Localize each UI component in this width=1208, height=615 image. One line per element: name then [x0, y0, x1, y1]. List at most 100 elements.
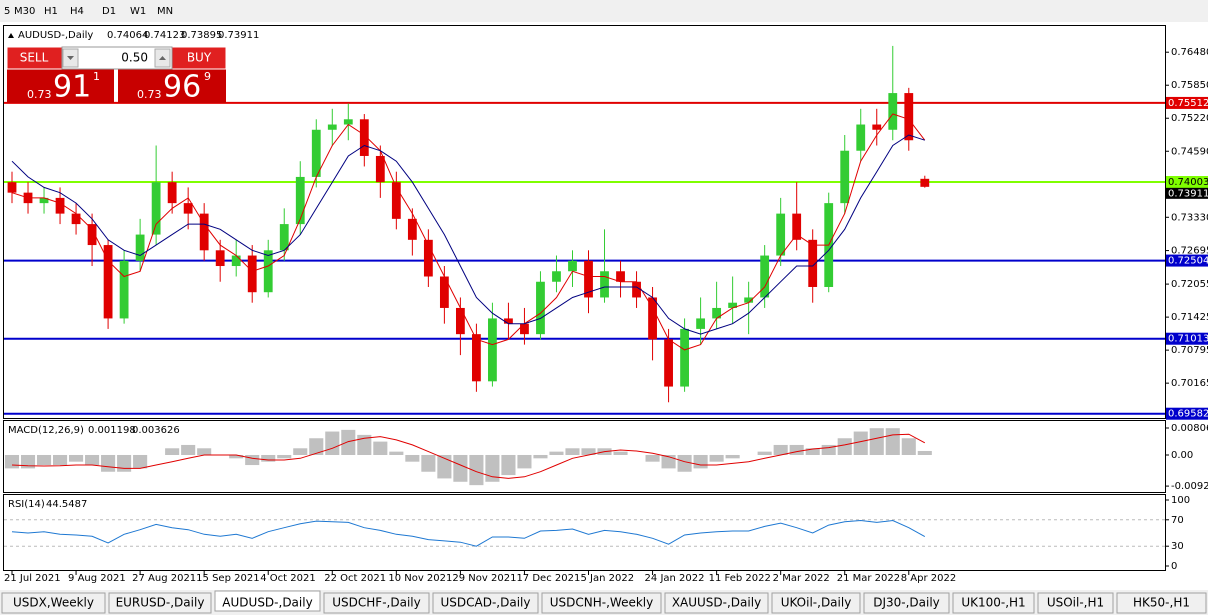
pane-value: 44.5487	[46, 499, 87, 510]
tab-label[interactable]: USDCAD-,Daily	[441, 596, 531, 610]
tab-label[interactable]: UKOil-,Daily	[781, 596, 852, 610]
macd-bar	[885, 428, 900, 455]
tab-label[interactable]: USDCNH-,Weekly	[550, 596, 653, 610]
tab[interactable]	[108, 592, 212, 614]
timeframe-button[interactable]: D1	[102, 6, 116, 17]
candle-body	[472, 334, 481, 382]
tab-label[interactable]: EURUSD-,Daily	[116, 596, 205, 610]
tab-label[interactable]: AUDUSD-,Daily	[222, 596, 312, 610]
candle-body	[439, 276, 449, 308]
candle-body	[904, 93, 914, 141]
candle-body	[744, 297, 754, 303]
timeframe-button[interactable]: W1	[130, 6, 146, 17]
candle-body	[311, 129, 321, 177]
candle-body	[375, 155, 385, 183]
lot-value[interactable]: 0.50	[121, 51, 148, 65]
x-tick-label: 4 Oct 2021	[260, 573, 315, 584]
candle-body	[231, 255, 241, 267]
tab-label[interactable]: XAUUSD-,Daily	[672, 596, 761, 610]
macd-bar	[901, 438, 916, 455]
macd-bar	[101, 454, 116, 472]
bid-prefix: 0.73	[27, 88, 52, 101]
tab-label[interactable]: USDCHF-,Daily	[332, 596, 420, 610]
tab[interactable]	[1116, 592, 1207, 614]
timeframe-button[interactable]: H1	[44, 6, 58, 17]
macd-bar	[853, 431, 868, 455]
candle-body	[183, 203, 193, 214]
tab-label[interactable]: USDX,Weekly	[13, 596, 94, 610]
macd-bar	[261, 454, 276, 462]
timeframe-button[interactable]: 5	[4, 6, 10, 17]
timeframe-button[interactable]: MN	[157, 6, 173, 17]
down-arrow	[67, 56, 74, 60]
x-tick-label: 21 Mar 2022	[837, 573, 900, 584]
candle-body	[888, 93, 898, 130]
tab[interactable]	[432, 592, 539, 614]
y-tick-label: 0.71425	[1171, 312, 1208, 323]
level-tag	[1166, 332, 1208, 345]
tab[interactable]	[664, 592, 769, 614]
candle-body	[199, 213, 209, 251]
candle-body	[808, 239, 818, 287]
candle-body	[728, 302, 738, 308]
macd-bar	[485, 454, 500, 482]
buy-label[interactable]: BUY	[187, 51, 212, 65]
x-tick-label: 24 Jan 2022	[645, 573, 705, 584]
x-tick-label: 10 Nov 2021	[388, 573, 452, 584]
tab[interactable]	[863, 592, 950, 614]
ask-prefix: 0.73	[137, 88, 162, 101]
timeframe-button[interactable]: M30	[14, 6, 35, 17]
tab-label[interactable]: HK50-,H1	[1133, 596, 1190, 610]
tab[interactable]	[214, 590, 321, 612]
y-tick-label: 0	[1171, 561, 1177, 572]
level-tag	[1166, 176, 1208, 189]
tab-label[interactable]: DJ30-,Daily	[873, 596, 940, 610]
sell-label[interactable]: SELL	[20, 51, 49, 65]
candle-body	[391, 182, 401, 219]
candle-body	[568, 260, 577, 272]
macd-bar	[437, 454, 452, 479]
candle-body	[872, 124, 882, 130]
x-tick-label: 9 Aug 2021	[68, 573, 126, 584]
price-tag	[1166, 187, 1208, 199]
tab[interactable]	[771, 592, 861, 614]
macd-bar	[69, 454, 84, 462]
macd-pane	[3, 420, 1166, 493]
toolbar	[0, 0, 1208, 22]
x-tick-label: 11 Feb 2022	[709, 573, 771, 584]
chart-title: AUDUSD-,Daily	[18, 30, 93, 41]
macd-bar	[309, 438, 324, 455]
tab-label[interactable]: UK100-,H1	[961, 596, 1025, 610]
y-tick-label: 0.72055	[1171, 279, 1208, 290]
x-tick-label: 5 Jan 2022	[581, 573, 635, 584]
y-tick-label: 0.008061	[1171, 423, 1208, 434]
candle-body	[648, 297, 657, 340]
chart-window	[0, 22, 1208, 592]
y-tick-label: 30	[1171, 541, 1184, 552]
tab[interactable]	[1037, 592, 1114, 614]
candle-body	[504, 318, 513, 324]
tab[interactable]	[541, 592, 662, 614]
tab[interactable]	[323, 592, 430, 614]
level-label: 0.75512	[1168, 98, 1208, 109]
candle-body	[327, 124, 337, 130]
title-icon	[8, 33, 14, 38]
lot-field[interactable]	[61, 46, 173, 70]
y-tick-label: 0.00	[1171, 450, 1193, 461]
timeframe-button[interactable]: H4	[70, 6, 84, 17]
tab-label[interactable]: USOil-,H1	[1047, 596, 1104, 610]
macd-bar	[725, 454, 740, 459]
macd-bar	[565, 448, 580, 455]
trade-panel: SELL BUY 0.50 0.73 91 1 0.73 96 9	[6, 46, 227, 105]
x-tick-label: 17 Dec 2021	[516, 573, 580, 584]
y-tick-label: 0.70795	[1171, 345, 1208, 356]
candle-body	[584, 260, 593, 298]
tab[interactable]	[1, 592, 106, 614]
candle-body	[632, 281, 641, 298]
tab[interactable]	[952, 592, 1035, 614]
x-tick-label: 27 Aug 2021	[132, 573, 196, 584]
macd-bar	[453, 454, 468, 482]
x-tick-label: 22 Oct 2021	[324, 573, 386, 584]
